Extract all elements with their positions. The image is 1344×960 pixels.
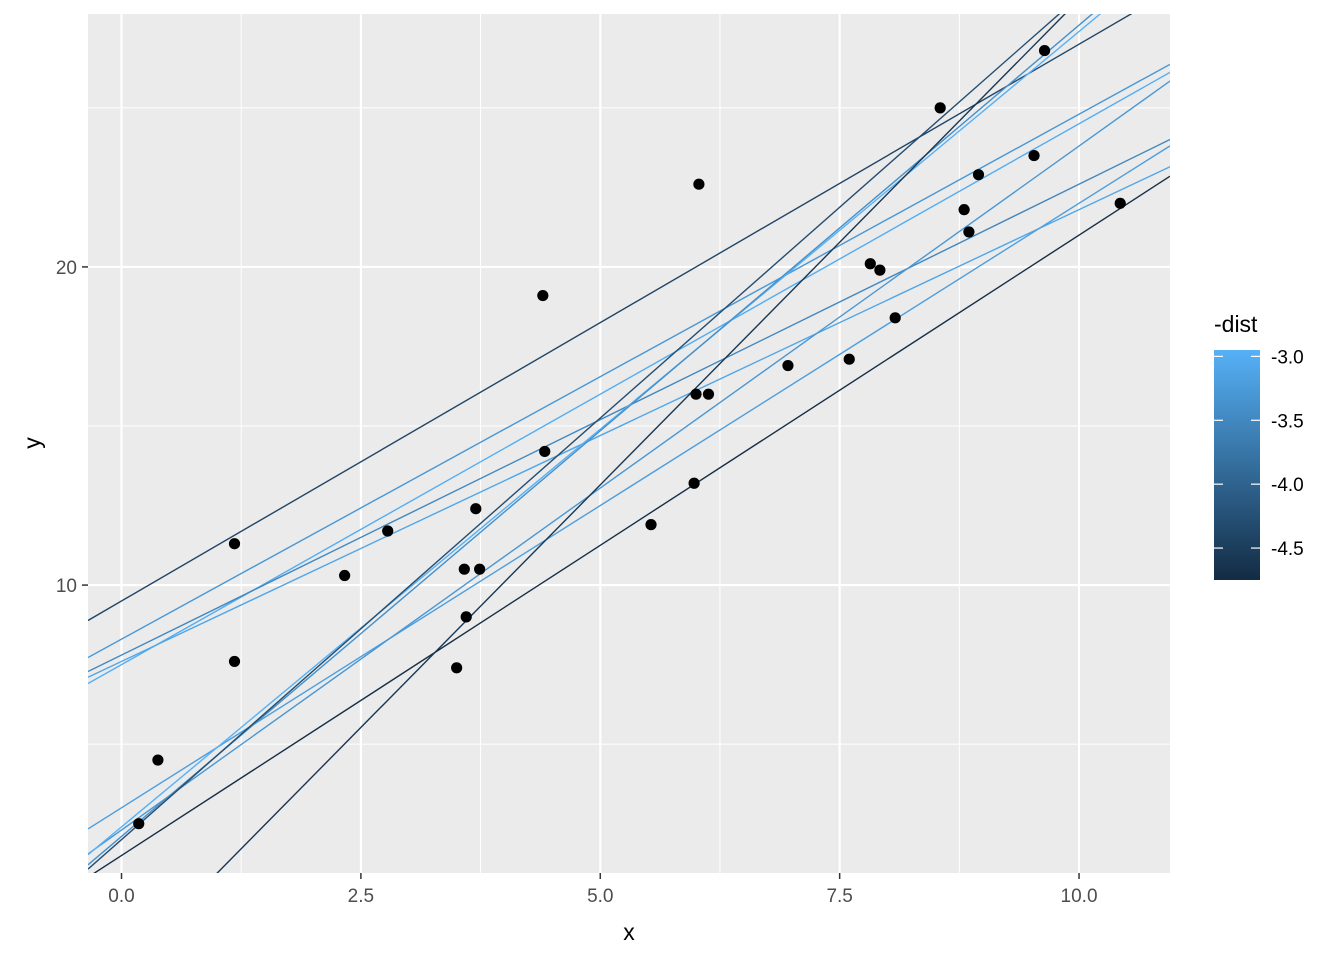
data-point [864, 258, 876, 270]
legend-tick-label: -4.5 [1271, 539, 1304, 560]
data-point [339, 569, 351, 582]
data-point [690, 388, 702, 400]
data-point [688, 477, 700, 489]
data-point [460, 611, 472, 623]
x-tick-label: 2.5 [348, 886, 374, 907]
fit-lines [88, 14, 1170, 873]
data-point [539, 445, 551, 458]
x-axis-title: x [623, 919, 635, 945]
fit-line-7 [88, 80, 1170, 855]
data-point [782, 359, 794, 372]
data-point [451, 662, 463, 674]
plot-panel [88, 14, 1170, 873]
grid-minor-lines [88, 14, 1170, 873]
y-axis-ticks: 10 20 [56, 258, 88, 597]
fit-line-1 [88, 14, 1133, 622]
data-point [645, 519, 657, 531]
fit-line-3 [88, 71, 1170, 685]
data-point [470, 503, 482, 515]
x-tick-label: 10.0 [1061, 886, 1098, 907]
data-point [1028, 149, 1040, 162]
x-axis-ticks: 0.0 2.5 5.0 7.5 10.0 [108, 873, 1098, 907]
y-tick-label: 10 [56, 576, 77, 597]
legend-title: -dist [1214, 311, 1258, 337]
x-tick-label: 7.5 [826, 886, 852, 907]
legend-ticks: -3.0 -3.5 -4.0 -4.5 [1214, 347, 1304, 560]
legend-tick-label: -3.0 [1271, 347, 1304, 368]
legend-tick-label: -3.5 [1271, 411, 1304, 432]
data-point [458, 563, 470, 575]
data-point [133, 818, 145, 830]
data-point [958, 204, 970, 216]
fit-line-5 [88, 166, 1170, 678]
fit-line-11 [93, 175, 1170, 873]
x-tick-label: 5.0 [587, 886, 613, 907]
data-point [972, 169, 985, 181]
data-point [228, 538, 241, 550]
fit-line-6 [88, 145, 1170, 830]
data-point [537, 289, 549, 302]
data-point [963, 226, 975, 238]
data-point [874, 264, 886, 276]
data-point [843, 353, 855, 365]
legend-tick-label: -4.0 [1271, 475, 1304, 496]
y-tick-label: 20 [56, 258, 77, 279]
data-point [702, 388, 715, 400]
data-point [1038, 44, 1051, 57]
data-point [228, 655, 241, 668]
fit-line-9 [88, 14, 1094, 866]
grid-major-lines [88, 14, 1170, 873]
data-point [693, 178, 705, 190]
legend-colorbar [1214, 350, 1260, 580]
data-point [152, 754, 164, 766]
data-point [934, 102, 946, 114]
y-axis-title: y [19, 437, 45, 449]
data-point [382, 525, 394, 537]
fit-line-12 [216, 14, 1066, 873]
data-point [474, 563, 486, 575]
data-point [1114, 197, 1126, 209]
legend: -dist -3.0 -3.5 -4.0 -4.5 [1214, 311, 1304, 580]
fit-line-2 [88, 63, 1170, 659]
fit-line-10 [88, 14, 1061, 870]
fit-line-8 [88, 14, 1102, 856]
data-point [889, 312, 901, 324]
data-points [133, 44, 1126, 830]
x-tick-label: 0.0 [108, 886, 134, 907]
